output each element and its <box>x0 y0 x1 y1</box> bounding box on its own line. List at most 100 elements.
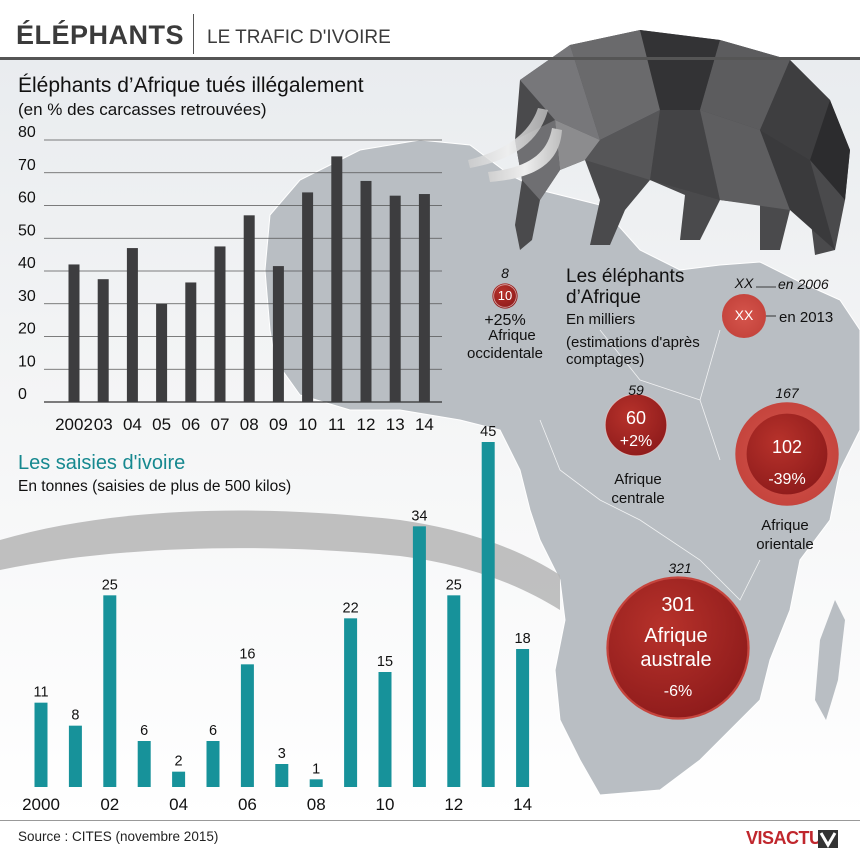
c1-xtick-label: 10 <box>298 415 317 434</box>
c1-bar <box>185 282 197 402</box>
c2-bar <box>240 664 254 787</box>
header-subtitle: LE TRAFIC D'IVOIRE <box>207 27 391 48</box>
c2-bar <box>103 595 117 787</box>
c1-bar <box>272 266 284 402</box>
chart1-title: Éléphants d’Afrique tués illégalement <box>18 74 364 97</box>
c1-bar <box>214 246 226 402</box>
c2-xtick-label: 12 <box>444 795 463 814</box>
c2-xtick-label: 2000 <box>22 795 60 814</box>
c1-xtick-label: 03 <box>94 415 113 434</box>
c3-value-2013: 10 <box>498 288 512 303</box>
c1-ytick-label: 10 <box>18 353 36 370</box>
c3-subtitle-line1: En milliers <box>566 311 635 328</box>
c3-circle-2013 <box>492 283 518 309</box>
c1-xtick-label: 11 <box>328 415 346 434</box>
c2-data-label: 2 <box>175 754 183 770</box>
c3-region-name: Afrique <box>614 471 662 488</box>
c3-region-name: centrale <box>611 490 664 507</box>
c3-circle-2013 <box>608 578 748 718</box>
visactu-logo: VISACTU <box>746 828 822 848</box>
c3-region-name: Afrique <box>644 625 707 647</box>
c1-ytick-label: 70 <box>18 157 36 174</box>
c2-data-label: 18 <box>515 631 531 647</box>
c2-data-label: 15 <box>377 654 393 670</box>
c2-data-label: 25 <box>446 577 462 593</box>
c3-circle-2006 <box>493 284 517 308</box>
c2-xtick-label: 08 <box>307 795 326 814</box>
c2-data-label: 1 <box>312 761 320 777</box>
source-note: Source : CITES (novembre 2015) <box>18 829 219 844</box>
c1-bar <box>331 156 343 402</box>
c3-circle-2013 <box>746 413 828 495</box>
c1-ytick-label: 80 <box>18 124 36 141</box>
c2-xtick-label: 14 <box>513 795 532 814</box>
c3-change: +25% <box>484 312 525 329</box>
c3-value-2006: 167 <box>775 385 800 401</box>
c1-xtick-label: 2002 <box>55 415 93 434</box>
c2-bar <box>344 618 358 787</box>
c3-change: -39% <box>768 471 805 488</box>
c2-bar <box>206 741 220 787</box>
c2-bar <box>172 771 186 787</box>
c1-bar <box>97 279 109 402</box>
c3-legend-label-2013: en 2013 <box>779 309 833 326</box>
c3-region-name: orientale <box>756 536 814 553</box>
c3-title-line2: d’Afrique <box>566 287 641 308</box>
footer-rule <box>0 820 860 821</box>
c1-bar <box>68 264 80 402</box>
c3-circle-2006 <box>604 393 668 457</box>
c1-bar <box>360 180 372 402</box>
c2-data-label: 6 <box>209 723 217 739</box>
c1-ytick-label: 60 <box>18 190 36 207</box>
c3-value-2013: 301 <box>661 594 694 616</box>
c3-region-name: Afrique <box>761 517 809 534</box>
c2-data-label: 34 <box>411 508 427 524</box>
c3-legend-value-2013: XX <box>735 307 754 323</box>
c3-legend-circle <box>722 294 766 338</box>
c3-change: +2% <box>620 433 652 450</box>
c1-bar <box>156 303 168 402</box>
chart2-subtitle: En tonnes (saisies de plus de 500 kilos) <box>18 478 292 495</box>
c1-bar <box>418 194 430 402</box>
c3-value-2013: 102 <box>772 437 802 457</box>
c2-bar <box>378 672 392 787</box>
c3-value-2013: 60 <box>626 408 646 428</box>
c2-data-label: 3 <box>278 746 286 762</box>
c2-xtick-label: 04 <box>169 795 188 814</box>
c3-value-2006: 8 <box>501 265 509 281</box>
c2-data-label: 16 <box>239 646 255 662</box>
c3-region-name: Afrique <box>488 327 536 344</box>
c3-change: -6% <box>664 683 692 700</box>
c1-xtick-label: 13 <box>386 415 405 434</box>
c1-ytick-label: 30 <box>18 288 36 305</box>
c1-xtick-label: 07 <box>211 415 230 434</box>
c2-xtick-label: 02 <box>100 795 119 814</box>
c2-bar <box>447 595 461 787</box>
chart2-title: Les saisies d'ivoire <box>18 452 186 474</box>
c1-ytick-label: 0 <box>18 386 27 403</box>
c2-data-label: 8 <box>71 708 79 724</box>
c2-xtick-label: 10 <box>376 795 395 814</box>
c2-bar <box>137 741 151 787</box>
header-separator <box>193 14 194 54</box>
c3-subtitle-line3: comptages) <box>566 351 644 368</box>
c1-xtick-label: 09 <box>269 415 288 434</box>
c1-xtick-label: 04 <box>123 415 142 434</box>
c1-xtick-label: 14 <box>415 415 434 434</box>
c1-ytick-label: 40 <box>18 255 36 272</box>
c3-subtitle-line2: (estimations d'après <box>566 334 700 351</box>
c3-value-2006: 59 <box>628 382 644 398</box>
c3-legend-label-2006: en 2006 <box>778 276 829 292</box>
logo-mark-icon <box>818 830 838 848</box>
c1-ytick-label: 20 <box>18 321 36 338</box>
c2-bar <box>34 702 48 787</box>
c1-ytick-label: 50 <box>18 222 36 239</box>
c2-xtick-label: 06 <box>238 795 257 814</box>
c3-value-2006: 321 <box>668 560 691 576</box>
c2-bar <box>68 725 82 787</box>
c1-xtick-label: 12 <box>357 415 376 434</box>
c3-region-name: australe <box>640 649 711 671</box>
c1-bar <box>243 215 255 402</box>
